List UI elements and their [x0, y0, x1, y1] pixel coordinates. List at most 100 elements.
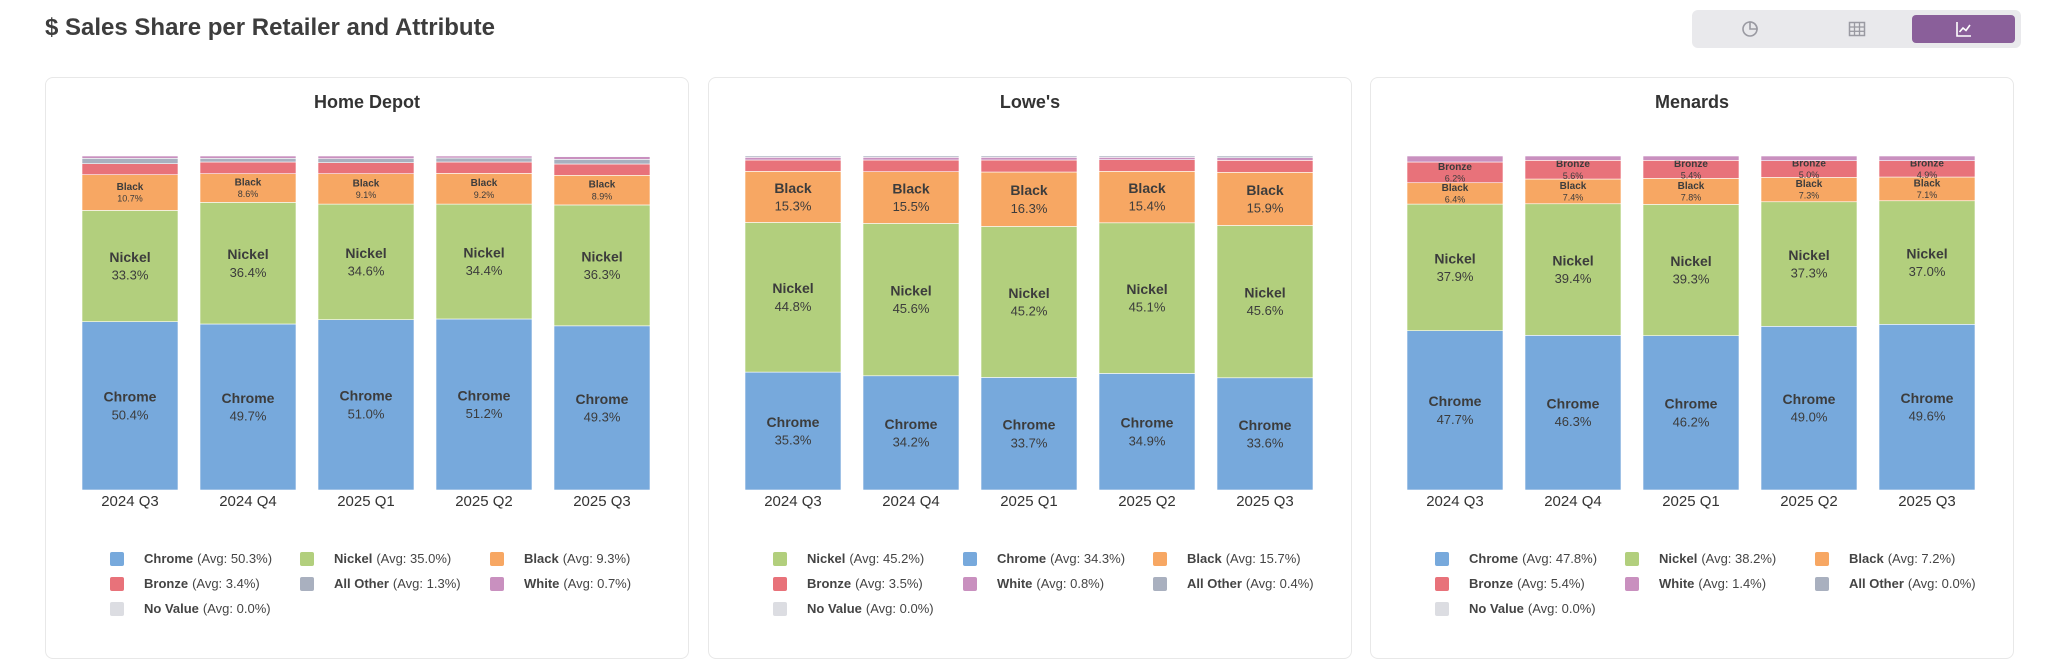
bar-segment-chrome[interactable]	[1524, 335, 1622, 491]
bar-segment-chrome[interactable]	[199, 323, 297, 491]
bar-segment-nickel[interactable]	[199, 202, 297, 325]
bar-segment-bronze[interactable]	[1216, 160, 1314, 173]
bar-segment-white[interactable]	[862, 157, 960, 161]
bar-segment-black[interactable]	[317, 173, 415, 205]
bar-segment-all-other[interactable]	[862, 155, 960, 158]
bar-segment-bronze[interactable]	[317, 162, 415, 175]
bar-segment-black[interactable]	[744, 171, 842, 223]
bar-segment-nickel[interactable]	[744, 222, 842, 373]
bar-segment-black[interactable]	[1216, 172, 1314, 226]
bar-segment-nickel[interactable]	[1098, 222, 1196, 374]
bar-segment-all-other[interactable]	[1216, 155, 1314, 158]
bar-segment-chrome[interactable]	[744, 371, 842, 491]
bar-segment-all-other[interactable]	[744, 155, 842, 158]
bar-segment-nickel[interactable]	[980, 226, 1078, 378]
bar-segment-chrome[interactable]	[980, 377, 1078, 491]
bar-segment-black[interactable]	[435, 173, 533, 205]
bar-segment-nickel[interactable]	[317, 203, 415, 320]
bar-segment-chrome[interactable]	[1216, 377, 1314, 491]
bar-segment-chrome[interactable]	[1878, 324, 1976, 491]
bar-segment-nickel[interactable]	[1760, 201, 1858, 327]
bar-segment-black[interactable]	[1760, 177, 1858, 203]
bar-segment-chrome[interactable]	[1098, 373, 1196, 491]
bar-segment-chrome[interactable]	[1406, 330, 1504, 491]
bar-segment-bronze[interactable]	[862, 159, 960, 172]
bar-segment-all-other[interactable]	[553, 159, 651, 165]
bar-segment-nickel[interactable]	[553, 204, 651, 327]
bar-segment-chrome[interactable]	[81, 321, 179, 491]
bar-segment-white[interactable]	[1878, 155, 1976, 161]
bar-segment-black[interactable]	[980, 171, 1078, 227]
legend-item-black[interactable]: Black (Avg: 9.3%)	[488, 550, 678, 567]
bar-segment-chrome[interactable]	[317, 319, 415, 491]
bar-segment-white[interactable]	[435, 155, 533, 159]
pie-view-button[interactable]	[1698, 15, 1801, 43]
bar-segment-white[interactable]	[317, 155, 415, 159]
bar-segment-chrome[interactable]	[435, 318, 533, 491]
bar-segment-white[interactable]	[1642, 155, 1740, 161]
bar-segment-bronze[interactable]	[81, 163, 179, 176]
chart-view-button[interactable]	[1912, 15, 2015, 43]
bar-segment-nickel[interactable]	[862, 223, 960, 377]
bar-segment-white[interactable]	[81, 155, 179, 159]
bar-segment-bronze[interactable]	[980, 159, 1078, 173]
bar-segment-white[interactable]	[744, 157, 842, 161]
bar-segment-white[interactable]	[199, 155, 297, 159]
bar-segment-all-other[interactable]	[81, 158, 179, 164]
legend-item-nickel[interactable]: Nickel (Avg: 45.2%)	[771, 550, 961, 567]
legend-item-all-other[interactable]: All Other (Avg: 0.4%)	[1151, 575, 1341, 592]
bar-segment-black[interactable]	[553, 175, 651, 206]
bar-segment-bronze[interactable]	[435, 161, 533, 174]
legend-item-chrome[interactable]: Chrome (Avg: 34.3%)	[961, 550, 1151, 567]
bar-segment-chrome[interactable]	[1642, 335, 1740, 491]
bar-segment-bronze[interactable]	[199, 161, 297, 175]
bar-segment-white[interactable]	[1760, 155, 1858, 161]
bar-segment-chrome[interactable]	[862, 375, 960, 491]
bar-segment-black[interactable]	[1642, 178, 1740, 205]
bar-segment-nickel[interactable]	[1878, 200, 1976, 325]
legend-item-black[interactable]: Black (Avg: 15.7%)	[1151, 550, 1341, 567]
bar-segment-all-other[interactable]	[980, 155, 1078, 158]
legend-item-no-value[interactable]: No Value (Avg: 0.0%)	[1433, 600, 1623, 617]
legend-item-nickel[interactable]: Nickel (Avg: 38.2%)	[1623, 550, 1813, 567]
bar-segment-chrome[interactable]	[553, 325, 651, 491]
bar-segment-black[interactable]	[1098, 171, 1196, 224]
bar-segment-nickel[interactable]	[1642, 204, 1740, 336]
bar-segment-white[interactable]	[980, 157, 1078, 161]
legend-item-no-value[interactable]: No Value (Avg: 0.0%)	[771, 600, 961, 617]
legend-item-bronze[interactable]: Bronze (Avg: 3.4%)	[108, 575, 298, 592]
legend-item-white[interactable]: White (Avg: 0.8%)	[961, 575, 1151, 592]
bar-segment-nickel[interactable]	[1406, 203, 1504, 331]
bar-segment-bronze[interactable]	[744, 159, 842, 172]
legend-item-no-value[interactable]: No Value (Avg: 0.0%)	[108, 600, 298, 617]
legend-item-all-other[interactable]: All Other (Avg: 1.3%)	[298, 575, 488, 592]
legend-item-chrome[interactable]: Chrome (Avg: 47.8%)	[1433, 550, 1623, 567]
legend-item-all-other[interactable]: All Other (Avg: 0.0%)	[1813, 575, 2003, 592]
bar-segment-nickel[interactable]	[1216, 225, 1314, 379]
legend-item-chrome[interactable]: Chrome (Avg: 50.3%)	[108, 550, 298, 567]
bar-segment-bronze[interactable]	[553, 163, 651, 176]
bar-segment-nickel[interactable]	[81, 210, 179, 322]
legend-item-white[interactable]: White (Avg: 0.7%)	[488, 575, 678, 592]
bar-segment-white[interactable]	[1098, 157, 1196, 160]
bar-segment-nickel[interactable]	[435, 203, 533, 320]
bar-segment-all-other[interactable]	[1098, 155, 1196, 158]
bar-segment-bronze[interactable]	[1098, 159, 1196, 172]
bar-segment-nickel[interactable]	[1524, 203, 1622, 336]
bar-segment-all-other[interactable]	[199, 158, 297, 163]
bar-segment-black[interactable]	[199, 173, 297, 203]
bar-segment-black[interactable]	[81, 174, 179, 211]
legend-item-nickel[interactable]: Nickel (Avg: 35.0%)	[298, 550, 488, 567]
bar-segment-chrome[interactable]	[1760, 326, 1858, 491]
bar-segment-white[interactable]	[1524, 155, 1622, 161]
bar-segment-all-other[interactable]	[435, 157, 533, 163]
legend-item-black[interactable]: Black (Avg: 7.2%)	[1813, 550, 2003, 567]
bar-segment-white[interactable]	[1406, 155, 1504, 163]
bar-segment-all-other[interactable]	[317, 158, 415, 163]
bar-segment-no-value[interactable]	[553, 155, 651, 157]
legend-item-bronze[interactable]: Bronze (Avg: 3.5%)	[771, 575, 961, 592]
bar-segment-white[interactable]	[1216, 157, 1314, 161]
bar-segment-white[interactable]	[553, 156, 651, 160]
table-view-button[interactable]	[1805, 15, 1908, 43]
legend-item-bronze[interactable]: Bronze (Avg: 5.4%)	[1433, 575, 1623, 592]
